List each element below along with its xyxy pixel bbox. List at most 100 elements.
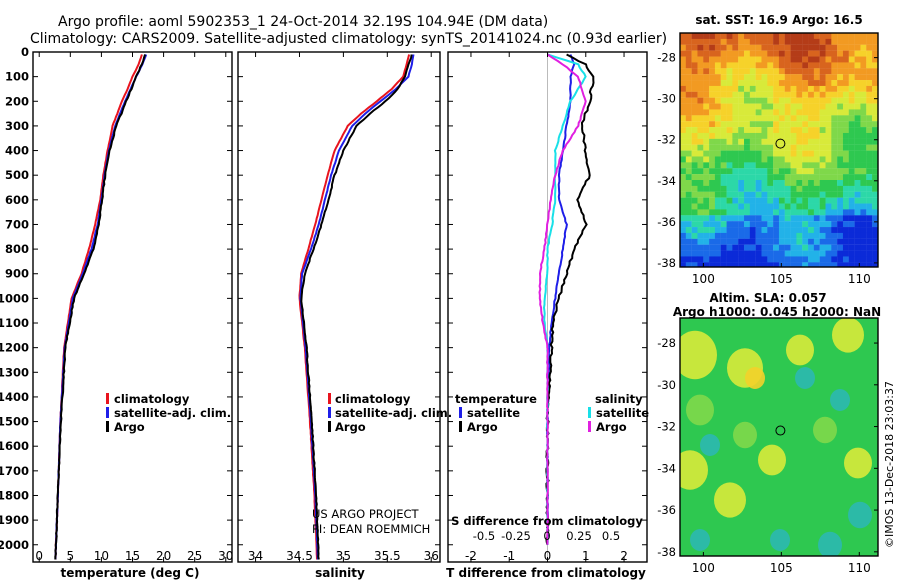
sst-cell bbox=[732, 74, 739, 81]
sst-cell bbox=[842, 121, 849, 128]
sst-cell bbox=[796, 33, 803, 39]
sst-cell bbox=[714, 244, 721, 251]
sst-cell bbox=[755, 33, 762, 39]
sst-cell bbox=[755, 215, 762, 222]
depth-tick-label: 1900 bbox=[0, 513, 29, 527]
sst-cell bbox=[744, 227, 751, 234]
sst-cell bbox=[808, 132, 815, 139]
sst-cell bbox=[720, 150, 727, 157]
sst-cell bbox=[808, 62, 815, 69]
sst-cell bbox=[854, 174, 861, 181]
sst-cell bbox=[854, 203, 861, 210]
sst-cell bbox=[755, 232, 762, 239]
sst-cell bbox=[691, 80, 698, 87]
credit-line2: PI: DEAN ROEMMICH bbox=[312, 522, 430, 536]
sst-cell bbox=[680, 156, 686, 163]
sst-cell bbox=[744, 91, 751, 98]
sst-cell bbox=[796, 197, 803, 204]
sst-cell bbox=[854, 56, 861, 63]
sst-cell bbox=[860, 180, 867, 186]
sst-cell bbox=[837, 215, 844, 222]
sst-cell bbox=[697, 203, 704, 210]
sst-cell bbox=[825, 109, 832, 116]
sst-cell bbox=[848, 250, 855, 257]
sst-cell bbox=[866, 115, 873, 122]
sst-cell bbox=[720, 85, 727, 92]
sst-cell bbox=[784, 232, 791, 239]
sst-cell bbox=[726, 38, 733, 45]
sst-cell bbox=[720, 185, 727, 192]
sst-cell bbox=[860, 215, 867, 222]
sst-cell bbox=[831, 232, 838, 239]
sst-cell bbox=[842, 132, 849, 139]
legend-swatch-argo bbox=[106, 421, 109, 432]
sst-cell bbox=[860, 68, 867, 75]
sst-cell bbox=[767, 150, 774, 157]
sst-cell bbox=[784, 156, 791, 163]
sst-cell bbox=[732, 162, 739, 169]
sst-cell bbox=[802, 74, 809, 81]
sla-blob bbox=[700, 434, 720, 456]
sst-cell bbox=[726, 262, 733, 267]
depth-tick-label: 200 bbox=[5, 94, 29, 108]
sst-cell bbox=[714, 33, 721, 39]
sst-cell bbox=[842, 262, 849, 267]
sst-cell bbox=[842, 50, 849, 57]
sst-cell bbox=[767, 238, 774, 245]
legend-t-satellite: satellite bbox=[467, 406, 520, 420]
sst-cell bbox=[819, 33, 826, 39]
sst-cell bbox=[802, 168, 809, 175]
sst-cell bbox=[819, 56, 826, 63]
sst-cell bbox=[744, 80, 751, 87]
sst-cell bbox=[749, 221, 756, 228]
sst-cell bbox=[749, 256, 756, 263]
sst-cell bbox=[761, 238, 768, 245]
sst-cell bbox=[761, 38, 768, 45]
sst-cell bbox=[842, 238, 849, 245]
sst-cell bbox=[709, 62, 716, 69]
sst-cell bbox=[802, 97, 809, 104]
sst-cell bbox=[784, 227, 791, 234]
sst-cell bbox=[755, 85, 762, 92]
sst-cell bbox=[703, 168, 710, 175]
sst-cell bbox=[842, 168, 849, 175]
sla-blob bbox=[733, 421, 757, 449]
sst-cell bbox=[720, 127, 727, 134]
sst-cell bbox=[749, 244, 756, 251]
sst-cell bbox=[796, 103, 803, 110]
sst-cell bbox=[767, 97, 774, 104]
sst-cell bbox=[813, 109, 820, 116]
sst-cell bbox=[680, 97, 686, 104]
sst-cell bbox=[703, 74, 710, 81]
sst-cell bbox=[714, 197, 721, 204]
sst-cell bbox=[767, 121, 774, 128]
sst-cell bbox=[825, 191, 832, 198]
sst-cell bbox=[808, 85, 815, 92]
sst-cell bbox=[819, 232, 826, 239]
sst-cell bbox=[848, 74, 855, 81]
sst-cell bbox=[872, 33, 878, 39]
sst-cell bbox=[691, 91, 698, 98]
sst-cell bbox=[749, 68, 756, 75]
sst-cell bbox=[778, 238, 785, 245]
sst-cell bbox=[773, 197, 780, 204]
sst-cell bbox=[860, 56, 867, 63]
sst-cell bbox=[825, 203, 832, 210]
sst-cell bbox=[831, 150, 838, 157]
sst-cell bbox=[784, 44, 791, 51]
sst-cell bbox=[784, 215, 791, 222]
sst-cell bbox=[813, 185, 820, 192]
sst-cell bbox=[726, 197, 733, 204]
sst-cell bbox=[784, 197, 791, 204]
sst-cell bbox=[755, 244, 762, 251]
sst-cell bbox=[802, 203, 809, 210]
sst-cell bbox=[744, 168, 751, 175]
sst-cell bbox=[703, 80, 710, 87]
sst-cell bbox=[761, 244, 768, 251]
sst-cell bbox=[703, 203, 710, 210]
sst-cell bbox=[744, 250, 751, 257]
sst-cell bbox=[842, 91, 849, 98]
sst-cell bbox=[761, 44, 768, 51]
sst-cell bbox=[784, 244, 791, 251]
sst-cell bbox=[854, 227, 861, 234]
